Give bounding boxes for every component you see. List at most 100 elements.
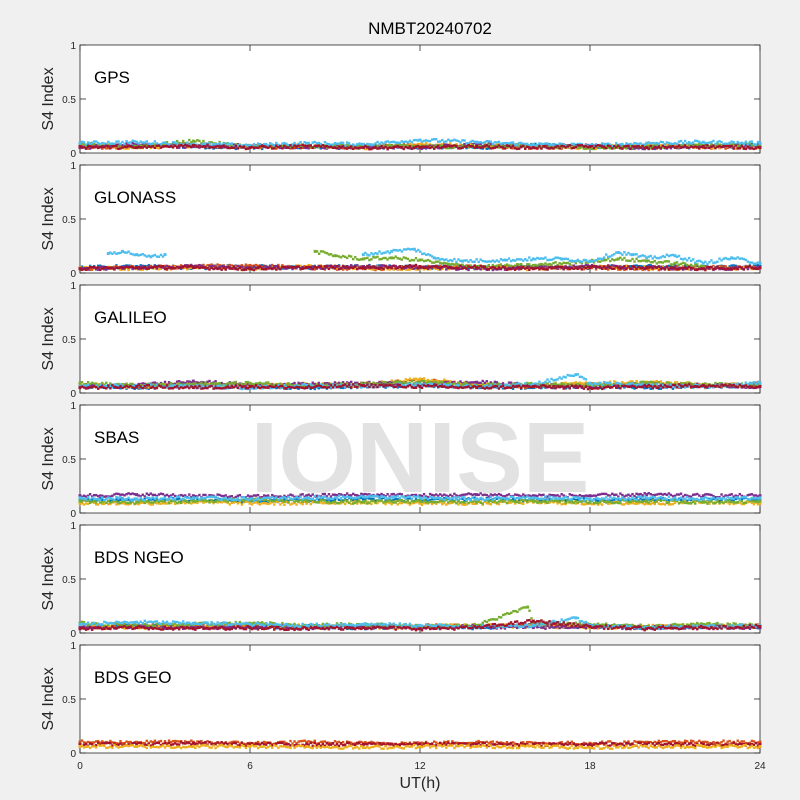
data-point xyxy=(465,145,468,148)
data-point xyxy=(576,267,580,271)
data-point xyxy=(471,260,474,263)
data-point xyxy=(758,266,762,270)
data-point xyxy=(319,386,323,389)
data-point xyxy=(475,266,479,270)
data-point xyxy=(732,267,735,270)
data-point xyxy=(552,143,555,146)
data-point xyxy=(613,264,616,267)
data-point xyxy=(218,142,221,145)
data-point xyxy=(750,140,754,143)
data-point xyxy=(378,144,381,147)
data-point xyxy=(716,142,719,145)
data-point xyxy=(159,253,163,257)
data-point xyxy=(129,141,132,144)
data-point xyxy=(479,146,482,149)
data-point xyxy=(325,265,329,268)
data-point xyxy=(600,142,604,145)
data-point xyxy=(283,267,286,270)
data-point xyxy=(418,142,422,146)
data-point xyxy=(380,141,383,144)
data-point xyxy=(303,146,306,149)
data-point xyxy=(204,384,207,387)
data-point xyxy=(596,257,600,260)
data-point xyxy=(477,144,480,148)
data-point xyxy=(410,258,414,262)
data-point xyxy=(750,266,754,269)
data-point xyxy=(394,145,397,148)
data-point xyxy=(218,264,221,267)
data-point xyxy=(657,142,661,145)
data-point xyxy=(489,140,493,143)
data-point xyxy=(400,267,403,270)
data-point xyxy=(744,141,748,145)
data-point xyxy=(712,261,715,265)
data-point xyxy=(250,268,254,271)
data-point xyxy=(335,147,339,150)
data-point xyxy=(740,266,743,269)
data-point xyxy=(141,266,144,270)
data-point xyxy=(434,265,438,268)
data-point xyxy=(742,257,746,261)
data-point xyxy=(663,145,667,149)
data-point xyxy=(426,139,430,143)
data-point xyxy=(234,267,238,271)
data-point xyxy=(655,256,658,260)
data-point xyxy=(602,258,606,262)
data-point xyxy=(343,255,347,259)
data-point xyxy=(339,143,343,146)
data-point xyxy=(200,142,203,145)
data-point xyxy=(627,251,630,255)
data-point xyxy=(667,264,671,268)
data-point xyxy=(663,268,667,271)
data-point xyxy=(649,261,652,264)
data-point xyxy=(321,146,325,149)
data-point xyxy=(333,143,337,147)
data-point xyxy=(216,267,219,271)
data-point xyxy=(637,255,640,258)
data-point xyxy=(696,143,699,147)
data-point xyxy=(463,145,466,148)
data-point xyxy=(392,248,395,252)
data-point xyxy=(487,267,491,271)
data-point xyxy=(461,265,464,268)
data-point xyxy=(568,146,571,150)
data-point xyxy=(619,143,622,146)
data-point xyxy=(349,145,353,148)
data-point xyxy=(256,266,260,269)
data-point xyxy=(639,146,642,149)
data-point xyxy=(756,140,760,144)
data-point xyxy=(117,145,120,148)
data-point xyxy=(509,146,513,149)
data-point xyxy=(331,265,335,268)
data-point xyxy=(388,268,391,271)
data-point xyxy=(364,147,367,151)
data-point xyxy=(177,141,181,145)
data-point xyxy=(434,138,438,141)
data-point xyxy=(457,147,460,150)
data-point xyxy=(524,265,527,268)
data-point xyxy=(653,145,656,149)
data-point xyxy=(465,146,468,150)
data-point xyxy=(337,265,341,268)
data-point xyxy=(218,140,221,144)
data-point xyxy=(497,140,501,144)
data-point xyxy=(663,266,667,270)
data-point xyxy=(246,266,250,269)
data-point xyxy=(139,253,142,257)
data-point xyxy=(147,267,151,270)
data-point xyxy=(552,257,555,261)
data-point xyxy=(531,146,535,150)
data-point xyxy=(566,267,569,270)
data-point xyxy=(293,266,296,269)
data-point xyxy=(283,144,286,148)
data-point xyxy=(426,266,430,269)
data-point xyxy=(271,147,274,150)
data-point xyxy=(582,267,586,271)
data-point xyxy=(411,247,414,251)
data-point xyxy=(659,268,663,271)
data-point xyxy=(352,145,355,149)
data-point xyxy=(534,142,537,146)
data-point xyxy=(368,146,371,149)
data-point xyxy=(347,385,351,389)
plot-area xyxy=(79,44,761,154)
